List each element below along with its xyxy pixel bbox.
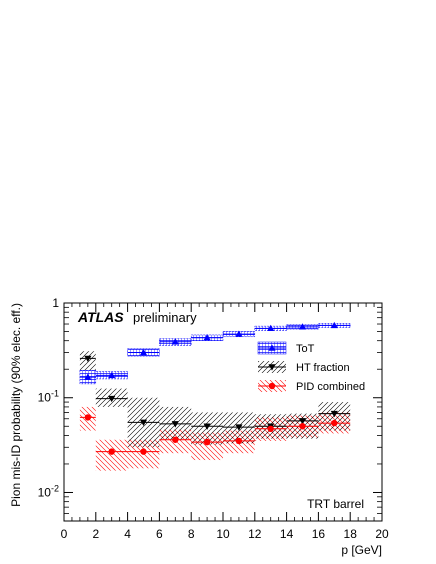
pid-combined-point-4 bbox=[203, 438, 211, 446]
x-tick-label: 14 bbox=[280, 527, 294, 541]
ht-fraction-point-1 bbox=[108, 395, 116, 403]
ht-fraction-point-0 bbox=[84, 355, 92, 363]
tot-point-1 bbox=[108, 371, 116, 379]
legend: ToT HT fraction PID combined bbox=[257, 341, 365, 393]
legend-label-ht-fraction: HT fraction bbox=[296, 362, 350, 374]
x-tick-label: 4 bbox=[124, 527, 131, 541]
ht-fraction-point-8 bbox=[330, 410, 338, 418]
pid-combined-point-7 bbox=[299, 423, 306, 430]
x-tick-label: 16 bbox=[312, 527, 326, 541]
region-label: TRT barrel bbox=[307, 497, 364, 511]
x-axis: 0 2 4 6 8 10 12 14 16 18 20 bbox=[61, 303, 389, 541]
x-tick-label: 20 bbox=[375, 527, 389, 541]
ht-fraction-point-2 bbox=[139, 419, 148, 426]
ht-fraction-point-5 bbox=[235, 424, 243, 431]
pid-combined-point-6 bbox=[267, 425, 274, 433]
x-axis-label: p [GeV] bbox=[341, 543, 382, 557]
x-tick-label: 12 bbox=[248, 527, 262, 541]
tot-point-4 bbox=[203, 334, 211, 341]
pid-combined-band-1 bbox=[95, 439, 128, 471]
legend-label-tot: ToT bbox=[296, 343, 315, 355]
tot-point-6 bbox=[267, 324, 275, 332]
legend-label-pid-combined: PID combined bbox=[296, 381, 365, 393]
tot-point-8 bbox=[330, 321, 338, 329]
x-tick-label: 6 bbox=[156, 527, 163, 541]
y-tick-label: 10-2 bbox=[38, 483, 59, 499]
legend-marker-ht-fraction bbox=[268, 364, 276, 371]
y-tick-label: 10-1 bbox=[38, 389, 59, 405]
y-axis-label: Pion mis-ID probability (90% elec. eff.) bbox=[9, 303, 23, 507]
pid-combined-point-8 bbox=[331, 419, 338, 427]
ht-fraction-point-7 bbox=[298, 418, 307, 425]
pid-combined-point-5 bbox=[235, 437, 243, 445]
x-tick-label: 8 bbox=[188, 527, 195, 541]
ht-fraction-point-3 bbox=[171, 421, 179, 428]
atlas-label: ATLAS bbox=[77, 309, 124, 325]
pid-combined-point-2 bbox=[140, 448, 147, 455]
ht-fraction-point-4 bbox=[203, 423, 211, 430]
tot-point-5 bbox=[235, 330, 243, 337]
legend-marker-pid-combined bbox=[268, 382, 276, 390]
tot-point-3 bbox=[171, 338, 179, 345]
y-tick-label: 1 bbox=[52, 296, 59, 310]
tot-point-2 bbox=[139, 348, 148, 356]
x-tick-label: 2 bbox=[92, 527, 99, 541]
y-axis: 1 10-1 10-2 bbox=[38, 296, 382, 522]
x-tick-label: 0 bbox=[61, 527, 68, 541]
legend-marker-tot bbox=[268, 344, 276, 351]
tot-point-0 bbox=[84, 373, 92, 380]
pid-combined-point-1 bbox=[108, 448, 115, 455]
x-tick-label: 18 bbox=[344, 527, 358, 541]
x-tick-label: 10 bbox=[216, 527, 230, 541]
tot-point-7 bbox=[298, 323, 307, 330]
marker-layer bbox=[84, 321, 338, 455]
pid-combined-point-0 bbox=[84, 414, 92, 421]
pid-combined-point-3 bbox=[172, 436, 179, 443]
preliminary-label: preliminary bbox=[133, 310, 197, 325]
